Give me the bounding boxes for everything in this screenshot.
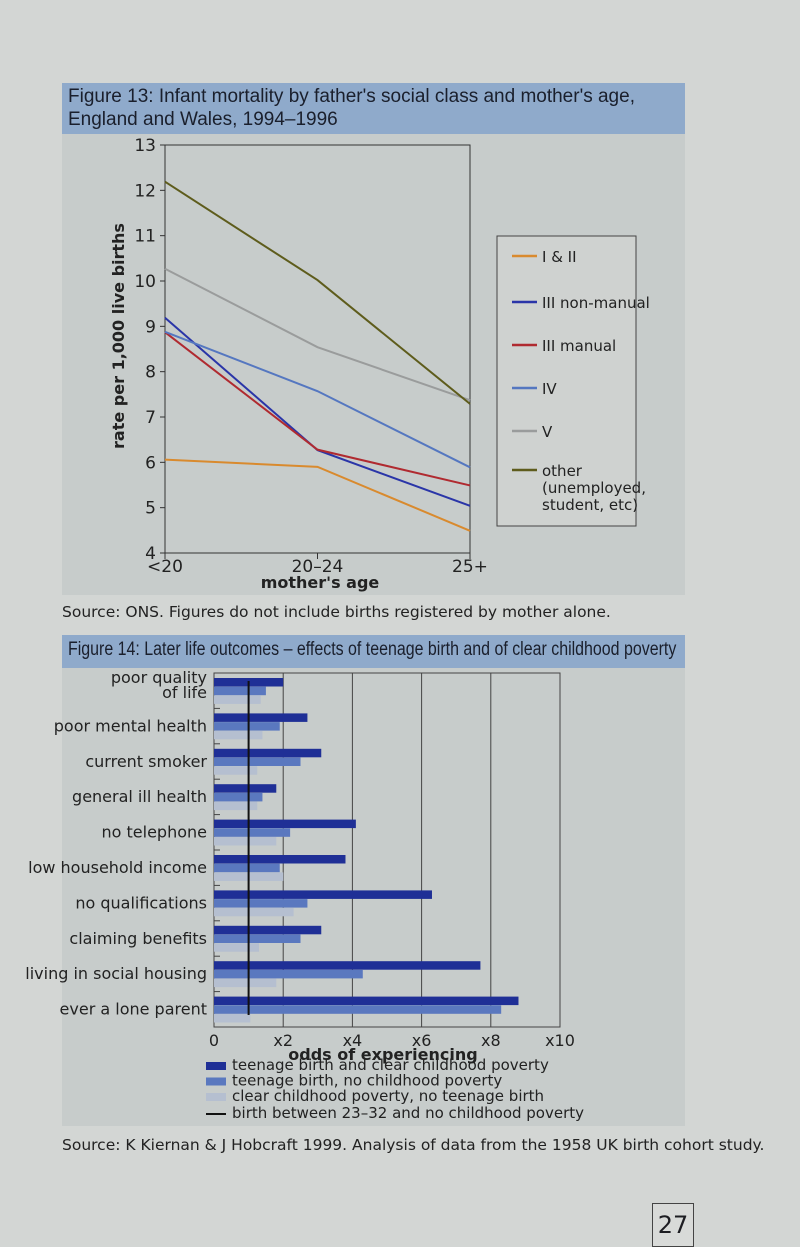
series-line-4 — [164, 267, 471, 402]
bar-8-1 — [214, 969, 363, 979]
page-number: 27 — [652, 1203, 694, 1247]
category-label: low household income — [28, 858, 207, 877]
legend-label: III manual — [542, 337, 616, 355]
category-label: claiming benefits — [69, 929, 207, 948]
bar-4-0 — [214, 819, 356, 829]
bar-8-2 — [214, 978, 277, 988]
y-tick-label: 6 — [145, 453, 156, 473]
y-tick-label: 8 — [145, 363, 156, 383]
legend-label: clear childhood poverty, no teenage birt… — [232, 1087, 544, 1105]
x-tick-label: <20 — [147, 557, 183, 577]
x-tick-label: x10 — [545, 1031, 575, 1050]
y-tick-label: 5 — [145, 499, 156, 519]
series-line-1 — [164, 316, 471, 507]
bar-7-1 — [214, 934, 301, 943]
legend-label: teenage birth and clear childhood povert… — [232, 1056, 549, 1074]
x-tick-label: 0 — [209, 1031, 219, 1050]
bar-5-0 — [214, 855, 346, 864]
bar-0-1 — [214, 686, 266, 696]
figure14-titlebar: Figure 14: Later life outcomes – effects… — [62, 635, 685, 668]
legend-label: IV — [542, 380, 557, 398]
x-tick-label: x2 — [273, 1031, 293, 1050]
bar-7-2 — [214, 943, 259, 952]
category-label: ever a lone parent — [60, 1000, 207, 1019]
figure13-title: Figure 13: Infant mortality by father's … — [68, 86, 635, 130]
bar-4-2 — [214, 837, 277, 846]
bar-4-1 — [214, 828, 291, 837]
legend-label: other (unemployed, student, etc) — [542, 462, 646, 514]
x-tick-label: x6 — [412, 1031, 432, 1050]
y-tick-label: 10 — [134, 272, 156, 292]
bar-1-0 — [214, 713, 308, 722]
bar-1-1 — [214, 722, 280, 731]
bar-6-1 — [214, 899, 308, 908]
legend-swatch — [206, 1062, 226, 1070]
y-tick-label: 12 — [134, 181, 156, 201]
category-label: living in social housing — [25, 964, 207, 983]
bar-9-0 — [214, 996, 519, 1006]
legend-label: I & II — [542, 248, 577, 266]
bar-5-1 — [214, 863, 280, 873]
bar-3-1 — [214, 792, 263, 802]
bar-2-1 — [214, 757, 301, 766]
fig13-legend — [496, 235, 637, 527]
y-tick-label: 13 — [134, 136, 156, 156]
legend-label: birth between 23–32 and no childhood pov… — [232, 1104, 584, 1122]
figure14-source: Source: K Kiernan & J Hobcraft 1999. Ana… — [62, 1136, 765, 1154]
bar-3-2 — [214, 801, 258, 811]
y-tick-label: 4 — [145, 544, 156, 564]
bar-8-0 — [214, 961, 481, 970]
category-label: current smoker — [85, 752, 207, 771]
figure13-titlebar: Figure 13: Infant mortality by father's … — [62, 83, 685, 134]
legend-swatch — [206, 1093, 226, 1101]
category-label: general ill health — [72, 787, 207, 806]
x-tick-label: x4 — [343, 1031, 363, 1050]
legend-swatch — [206, 1077, 226, 1086]
bar-2-2 — [214, 766, 258, 775]
legend-label: teenage birth, no childhood poverty — [232, 1072, 502, 1090]
y-axis-label: rate per 1,000 live births — [109, 223, 128, 449]
bar-6-0 — [214, 890, 432, 899]
y-tick-label: 7 — [145, 408, 156, 428]
series-line-0 — [164, 458, 471, 532]
category-label: poor mental health — [54, 716, 207, 735]
x-tick-label: 20–24 — [292, 557, 344, 577]
y-tick-label: 9 — [145, 317, 156, 337]
figure14-title: Figure 14: Later life outcomes – effects… — [68, 639, 677, 660]
figure13-source: Source: ONS. Figures do not include birt… — [62, 603, 611, 621]
bar-9-2 — [214, 1014, 251, 1023]
x-tick-label: x8 — [481, 1031, 501, 1050]
bar-2-0 — [214, 748, 322, 758]
bar-0-2 — [214, 695, 261, 704]
bar-9-1 — [214, 1005, 502, 1014]
bar-1-2 — [214, 730, 263, 740]
category-label: no qualifications — [75, 893, 207, 912]
x-tick-label: 25+ — [452, 557, 488, 577]
category-label: poor quality of life — [111, 668, 207, 702]
series-line-3 — [164, 330, 471, 469]
category-label: no telephone — [102, 823, 208, 842]
bar-3-0 — [214, 784, 277, 793]
x-axis-label: mother's age — [261, 573, 380, 592]
x-axis-label: odds of experiencing — [288, 1045, 477, 1064]
bar-7-0 — [214, 925, 322, 935]
legend-label: III non-manual — [542, 294, 650, 312]
bar-6-2 — [214, 907, 294, 917]
y-tick-label: 11 — [134, 227, 156, 247]
legend-label: V — [542, 423, 553, 441]
